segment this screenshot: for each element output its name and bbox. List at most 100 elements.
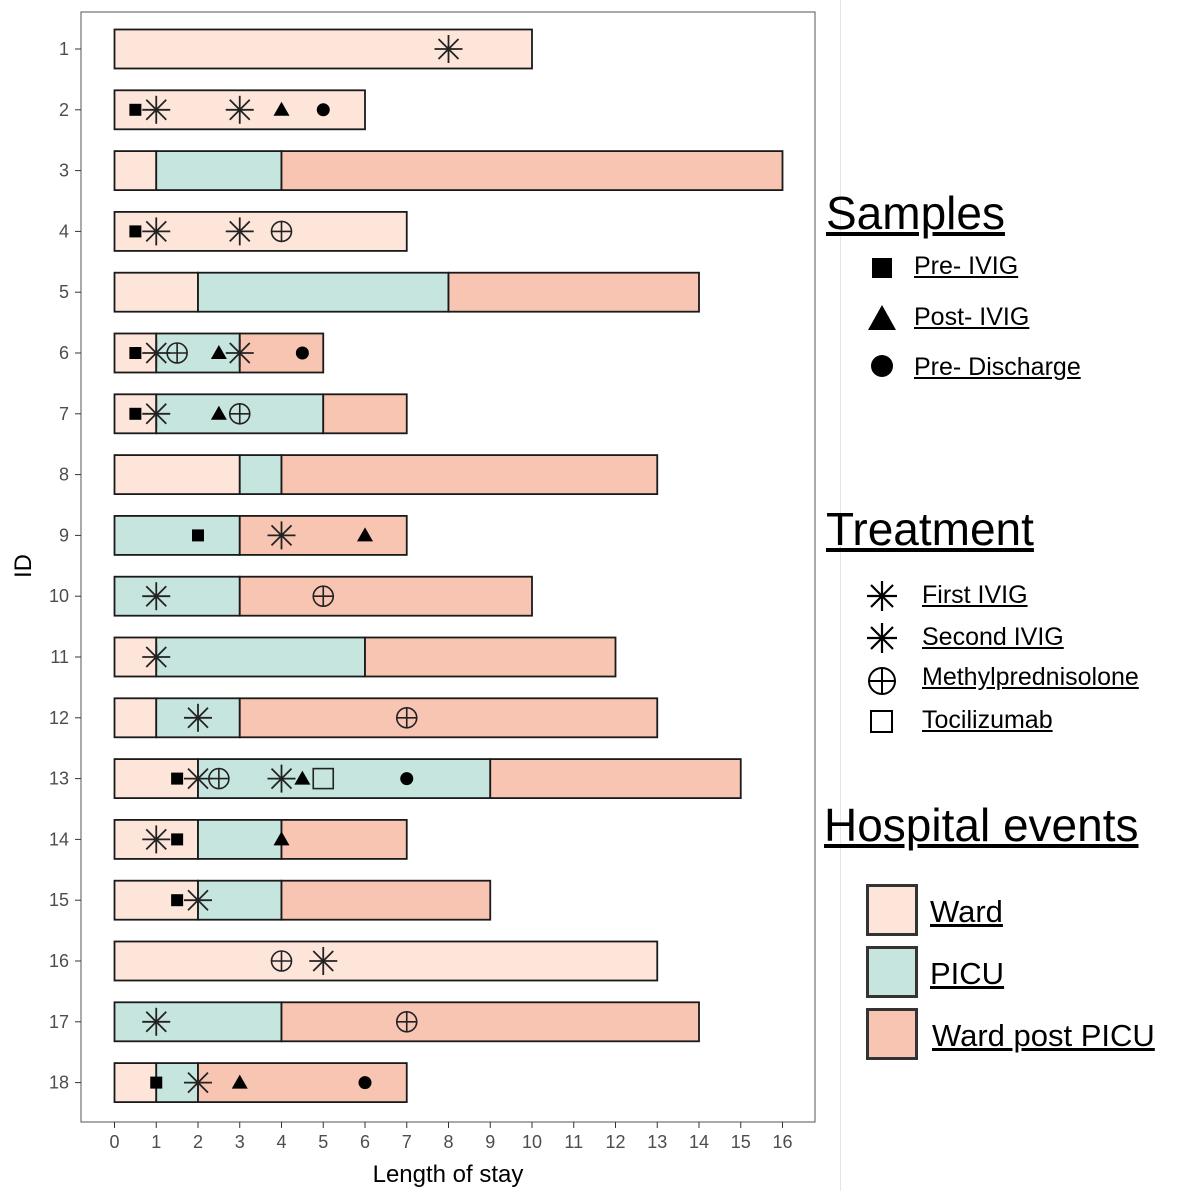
x-tick-label: 4 [276,1132,286,1152]
triangle-filled-icon [868,305,896,330]
x-tick-label: 15 [731,1132,751,1152]
legend-item-pre-discharge: Pre- Discharge [914,353,1081,381]
marker-post-ivig [273,101,290,116]
marker-first-ivig [142,582,171,611]
y-axis-title: ID [10,554,37,578]
marker-pre-ivig [192,529,204,542]
legend-swatch-ward-post-picu [866,1008,918,1060]
patient-row-9: 9 [59,515,408,556]
legend-item-ward: Ward [930,894,1003,929]
y-tick-label: 12 [49,708,69,728]
square-filled-icon [872,258,892,278]
segment-ward-post-picu [447,271,700,313]
segment-picu [197,819,283,860]
marker-first-ivig [142,95,171,124]
segment-ward-post-picu [280,1001,700,1043]
legend-swatch-ward [866,884,918,936]
x-tick-label: 14 [689,1132,709,1152]
segment-ward [113,940,659,982]
legend-hospital-events-title: Hospital events [824,799,1139,851]
marker-methylprednisolone [395,1010,418,1033]
legend-item-picu: PICU [930,956,1005,991]
marker-pre-discharge [400,772,414,786]
marker-methylprednisolone [270,950,293,972]
segment-ward [113,454,241,496]
marker-post-ivig [210,405,227,420]
patient-row-6: 6 [59,332,325,374]
x-axis-title: Length of stay [373,1161,524,1188]
marker-pre-discharge [295,346,309,360]
marker-first-ivig [142,217,171,246]
x-tick-label: 3 [235,1132,245,1152]
segment-picu [113,1001,283,1043]
patient-row-8: 8 [59,454,659,496]
segment-ward-post-picu [238,575,533,617]
asterisk-icon [867,623,897,653]
marker-methylprednisolone [395,706,418,729]
y-tick-label: 13 [49,769,69,789]
marker-tocilizumab [312,767,335,790]
marker-second-ivig [225,217,254,246]
x-tick-label: 13 [647,1132,667,1152]
segment-ward-post-picu [280,150,784,192]
patient-row-17: 17 [49,1001,700,1043]
marker-second-ivig [225,95,254,124]
circle-plus-icon [868,667,896,695]
marker-first-ivig [142,825,171,854]
segment-picu [238,454,283,496]
legend-item-first-ivig: First IVIG [922,581,1028,609]
y-tick-label: 17 [49,1012,69,1032]
marker-first-ivig [142,339,171,367]
patient-row-5: 5 [59,271,700,313]
marker-pre-ivig [129,347,142,359]
marker-post-ivig [273,831,290,846]
y-tick-label: 9 [59,525,69,545]
y-tick-label: 3 [59,161,69,181]
segment-ward-post-picu [280,819,408,860]
marker-methylprednisolone [166,342,188,364]
segment-picu [197,758,492,799]
patient-row-1: 1 [59,28,533,70]
marker-first-ivig [142,643,171,671]
segment-ward-post-picu [489,758,742,799]
y-tick-label: 10 [49,586,69,606]
y-tick-label: 8 [59,465,69,485]
x-tick-label: 11 [564,1132,583,1152]
segment-ward [113,1062,158,1103]
x-tick-label: 12 [605,1132,625,1152]
circle-filled-icon [871,355,893,377]
marker-pre-ivig [171,772,184,785]
marker-post-ivig [357,527,373,542]
y-tick-label: 16 [49,951,69,971]
x-tick-label: 5 [318,1132,328,1152]
y-tick-label: 18 [49,1073,69,1093]
legend-samples-title: Samples [826,187,1005,239]
legend-item-pre-ivig: Pre- IVIG [914,252,1019,280]
x-tick-label: 16 [772,1132,792,1152]
segment-picu [113,575,241,617]
segment-ward [113,697,158,739]
patient-row-16: 16 [49,940,659,982]
marker-methylprednisolone [228,402,251,425]
y-tick-label: 6 [59,343,69,363]
segment-ward [113,150,158,192]
x-tick-label: 8 [443,1132,453,1152]
marker-first-ivig [184,703,212,732]
marker-methylprednisolone [208,767,230,790]
patient-row-10: 10 [49,575,533,617]
x-tick-label: 1 [151,1132,161,1152]
marker-first-ivig [267,521,296,550]
x-tick-label: 6 [360,1132,370,1152]
y-tick-label: 15 [49,890,69,910]
marker-first-ivig [309,947,338,975]
marker-post-ivig [210,345,227,359]
legend-swatch-picu [866,946,918,998]
marker-first-ivig [142,399,171,428]
marker-pre-ivig [171,894,184,907]
marker-first-ivig [184,1068,212,1097]
patient-row-18: 18 [49,1062,408,1103]
legend-item-post-ivig: Post- IVIG [914,303,1030,331]
y-tick-label: 11 [50,647,69,667]
marker-post-ivig [231,1074,248,1089]
